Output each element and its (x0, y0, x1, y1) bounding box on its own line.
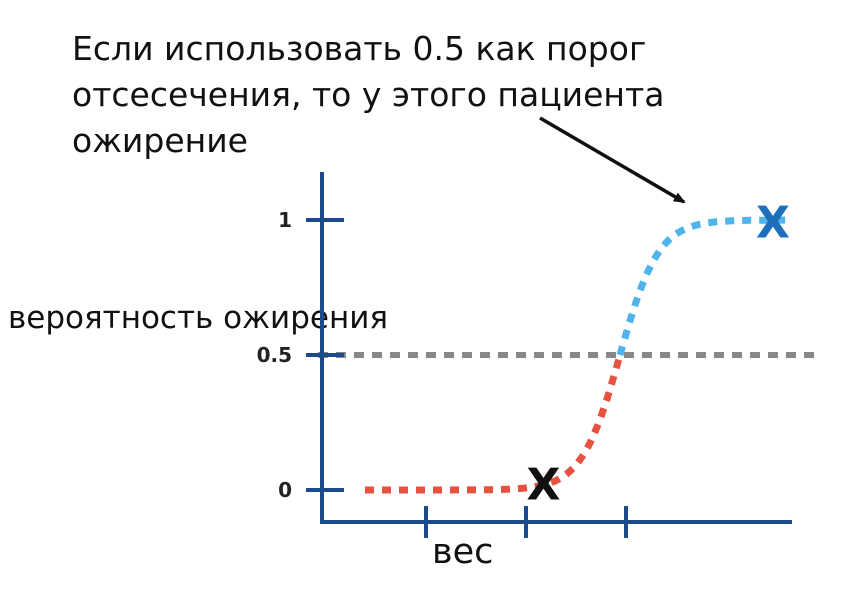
annotation-text: Если использовать 0.5 как порог отсесече… (72, 29, 665, 160)
data-point-marker: X (527, 460, 561, 511)
y-axis-label: вероятность ожирения (8, 300, 389, 336)
curve-below-threshold (365, 354, 624, 494)
annotation-arrow (539, 116, 686, 204)
y-tick-label: 0.5 (257, 343, 292, 367)
curve-above-threshold (616, 216, 790, 356)
data-point-marker: X (756, 198, 790, 249)
y-tick-label: 0 (278, 478, 292, 502)
x-axis-label: вес (432, 532, 494, 572)
y-tick-label: 1 (278, 208, 292, 232)
